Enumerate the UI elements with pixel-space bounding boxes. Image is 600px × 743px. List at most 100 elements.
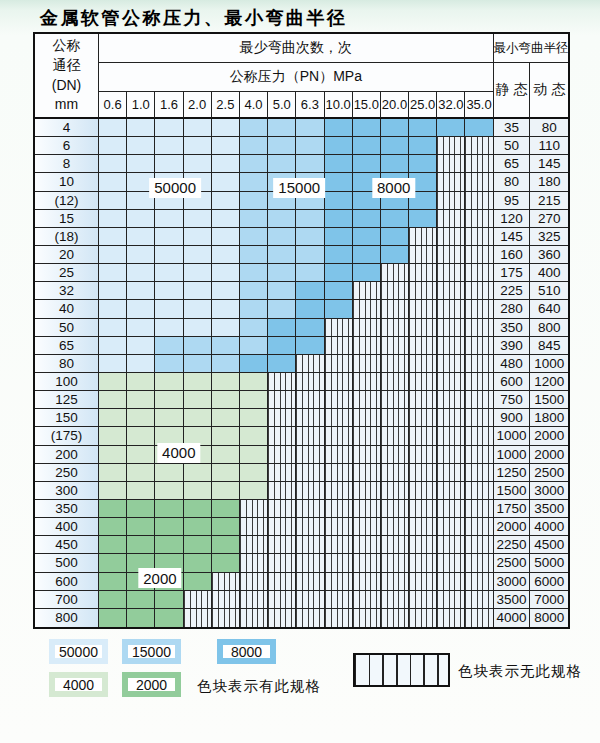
matrix-cell (99, 591, 127, 609)
matrix-cell (268, 591, 296, 609)
static-radius-cell: 390 (494, 337, 531, 355)
matrix-cell (437, 591, 465, 609)
static-radius-cell: 2500 (494, 554, 531, 572)
matrix-cell (325, 173, 353, 191)
static-radius-cell: 80 (494, 173, 531, 191)
header-pn-value: 35.0 (465, 92, 493, 119)
matrix-cell (212, 573, 240, 591)
matrix-cell (381, 464, 409, 482)
matrix-cell (155, 482, 183, 500)
matrix-cell (465, 591, 493, 609)
dn-cell: 50 (35, 319, 99, 337)
matrix-cell (212, 464, 240, 482)
matrix-cell (353, 282, 381, 300)
matrix-cell (212, 119, 240, 137)
matrix-cell (212, 337, 240, 355)
matrix-cell (240, 536, 268, 554)
matrix-cell (184, 518, 212, 536)
matrix-cell (325, 500, 353, 518)
dn-cell: 450 (35, 536, 99, 554)
dn-cell: 300 (35, 482, 99, 500)
matrix-cell (465, 409, 493, 427)
header-dn: 公称通径(DN)mm (35, 34, 99, 119)
matrix-cell (155, 391, 183, 409)
static-radius-cell: 350 (494, 319, 531, 337)
dn-cell: 200 (35, 446, 99, 464)
header-pn-value: 10.0 (325, 92, 353, 119)
matrix-cell (325, 446, 353, 464)
matrix-cell (381, 355, 409, 373)
matrix-cell (325, 482, 353, 500)
matrix-cell (268, 536, 296, 554)
matrix-cell (99, 373, 127, 391)
dn-cell: 600 (35, 573, 99, 591)
matrix-cell (465, 282, 493, 300)
header-dn-line: (DN) (52, 76, 82, 96)
matrix-cell (353, 554, 381, 572)
legend-swatch-4000: 4000 (49, 672, 108, 697)
dynamic-radius-cell: 2000 (530, 427, 568, 445)
matrix-cell (268, 391, 296, 409)
matrix-cell (437, 446, 465, 464)
matrix-cell (465, 246, 493, 264)
matrix-cell (353, 409, 381, 427)
static-radius-cell: 145 (494, 228, 531, 246)
header-pn-value: 15.0 (353, 92, 381, 119)
static-radius-cell: 1750 (494, 500, 531, 518)
matrix-cell (465, 464, 493, 482)
matrix-cell (296, 119, 324, 137)
dn-cell: 4 (35, 119, 99, 137)
legend-no-spec-swatch (353, 653, 450, 687)
matrix-cell (268, 137, 296, 155)
matrix-cell (353, 536, 381, 554)
matrix-cell (353, 427, 381, 445)
matrix-cell (268, 409, 296, 427)
dn-cell: 80 (35, 355, 99, 373)
matrix-cell (381, 300, 409, 318)
header-dn-line: mm (55, 95, 78, 115)
matrix-cell (99, 228, 127, 246)
matrix-cell (127, 609, 155, 627)
matrix-cell (437, 409, 465, 427)
static-radius-cell: 120 (494, 210, 531, 228)
matrix-cell (325, 609, 353, 627)
matrix-cell (99, 155, 127, 173)
matrix-cell (465, 300, 493, 318)
dynamic-radius-cell: 6000 (530, 573, 568, 591)
matrix-cell (465, 319, 493, 337)
matrix-cell (409, 282, 437, 300)
matrix-cell (381, 119, 409, 137)
matrix-cell (353, 482, 381, 500)
matrix-cell (437, 192, 465, 210)
dn-cell: 32 (35, 282, 99, 300)
matrix-cell (465, 228, 493, 246)
dn-cell: 100 (35, 373, 99, 391)
matrix-cell (127, 446, 155, 464)
matrix-cell (184, 137, 212, 155)
header-cycles: 最少弯曲次数，次 (99, 34, 494, 63)
matrix-cell (155, 609, 183, 627)
matrix-cell (325, 264, 353, 282)
header-pn-value: 25.0 (409, 92, 437, 119)
matrix-cell (212, 518, 240, 536)
legend-swatch-50000: 50000 (49, 639, 108, 664)
matrix-cell (184, 119, 212, 137)
matrix-cell (127, 300, 155, 318)
matrix-cell (465, 482, 493, 500)
matrix-cell (465, 500, 493, 518)
matrix-cell (99, 319, 127, 337)
matrix-cell (296, 482, 324, 500)
matrix-cell (99, 500, 127, 518)
matrix-cell (437, 391, 465, 409)
matrix-cell (409, 337, 437, 355)
matrix-cell (325, 137, 353, 155)
matrix-cell (155, 337, 183, 355)
matrix-cell (127, 373, 155, 391)
static-radius-cell: 750 (494, 391, 531, 409)
matrix-cell (409, 446, 437, 464)
header-dn-line: 通径 (53, 56, 81, 76)
matrix-cell (409, 155, 437, 173)
static-radius-cell: 1250 (494, 464, 531, 482)
matrix-cell (240, 482, 268, 500)
matrix-cell (325, 210, 353, 228)
